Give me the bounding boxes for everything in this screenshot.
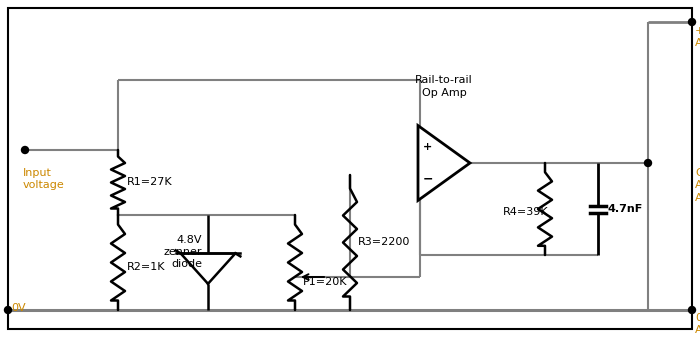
Circle shape [22, 147, 29, 153]
Circle shape [689, 306, 696, 313]
FancyBboxPatch shape [8, 8, 692, 329]
Text: +: + [424, 142, 433, 152]
Circle shape [645, 159, 652, 166]
Circle shape [689, 19, 696, 26]
Text: R2=1K: R2=1K [127, 262, 165, 272]
Text: 0V: 0V [11, 303, 26, 313]
Text: R4=39K: R4=39K [503, 207, 549, 217]
Text: Input
voltage: Input voltage [23, 168, 64, 190]
Text: P1=20K: P1=20K [303, 277, 347, 287]
Text: R1=27K: R1=27K [127, 177, 173, 187]
Text: 4.7nF: 4.7nF [607, 204, 643, 214]
Circle shape [4, 306, 11, 313]
Text: −: − [423, 172, 433, 185]
Text: R3=2200: R3=2200 [358, 237, 410, 247]
Text: 0V
Arduino: 0V Arduino [695, 313, 700, 335]
Text: +5V
Arduino: +5V Arduino [695, 26, 700, 49]
Text: Output
Arduino
ADC: Output Arduino ADC [695, 168, 700, 203]
Text: Rail-to-rail
Op Amp: Rail-to-rail Op Amp [415, 75, 473, 97]
Text: 4.8V
zenner
diode: 4.8V zenner diode [164, 235, 202, 269]
